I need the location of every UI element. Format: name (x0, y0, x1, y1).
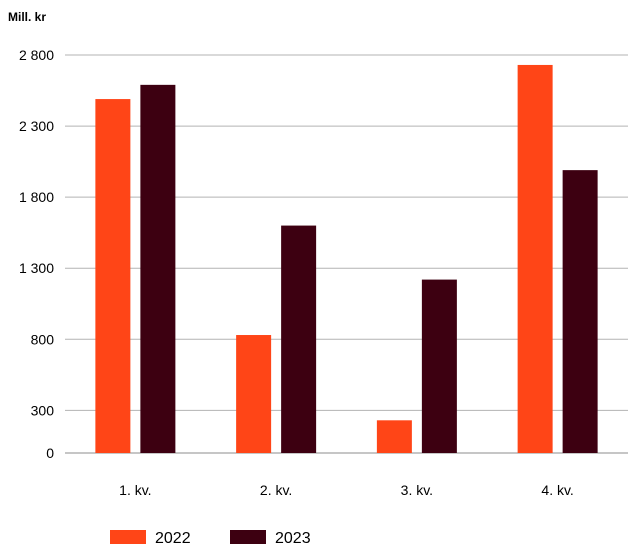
bar-2023-3 (421, 279, 457, 453)
y-tick-label: 1 300 (19, 260, 54, 276)
bar-2023-4 (562, 170, 598, 453)
legend: 2022 2023 (110, 530, 311, 547)
legend-swatch-2022 (110, 530, 146, 544)
bar-2023-1 (140, 84, 176, 453)
bar-2022-3 (376, 420, 412, 453)
y-unit-label: Mill. kr (8, 10, 46, 24)
y-tick-label: 0 (46, 445, 54, 461)
bar-2022-2 (236, 335, 272, 453)
legend-label-2023: 2023 (275, 530, 311, 547)
x-tick-label: 3. kv. (401, 482, 433, 498)
y-axis-tick-labels: 0 300 800 1 300 1 800 2 300 2 800 (19, 47, 54, 461)
y-tick-label: 2 300 (19, 118, 54, 134)
bar-2022-1 (95, 99, 131, 454)
y-tick-label: 1 800 (19, 189, 54, 205)
y-tick-label: 300 (31, 402, 55, 418)
y-tick-label: 800 (31, 331, 55, 347)
x-tick-label: 4. kv. (541, 482, 573, 498)
x-tick-label: 1. kv. (119, 482, 151, 498)
y-tick-label: 2 800 (19, 47, 54, 63)
x-axis-tick-labels: 1. kv. 2. kv. 3. kv. 4. kv. (119, 482, 574, 498)
legend-label-2022: 2022 (155, 530, 191, 547)
bar-2022-4 (517, 64, 553, 453)
bar-2023-2 (281, 225, 317, 453)
bars (95, 64, 598, 454)
x-tick-label: 2. kv. (260, 482, 292, 498)
legend-swatch-2023 (230, 530, 266, 544)
